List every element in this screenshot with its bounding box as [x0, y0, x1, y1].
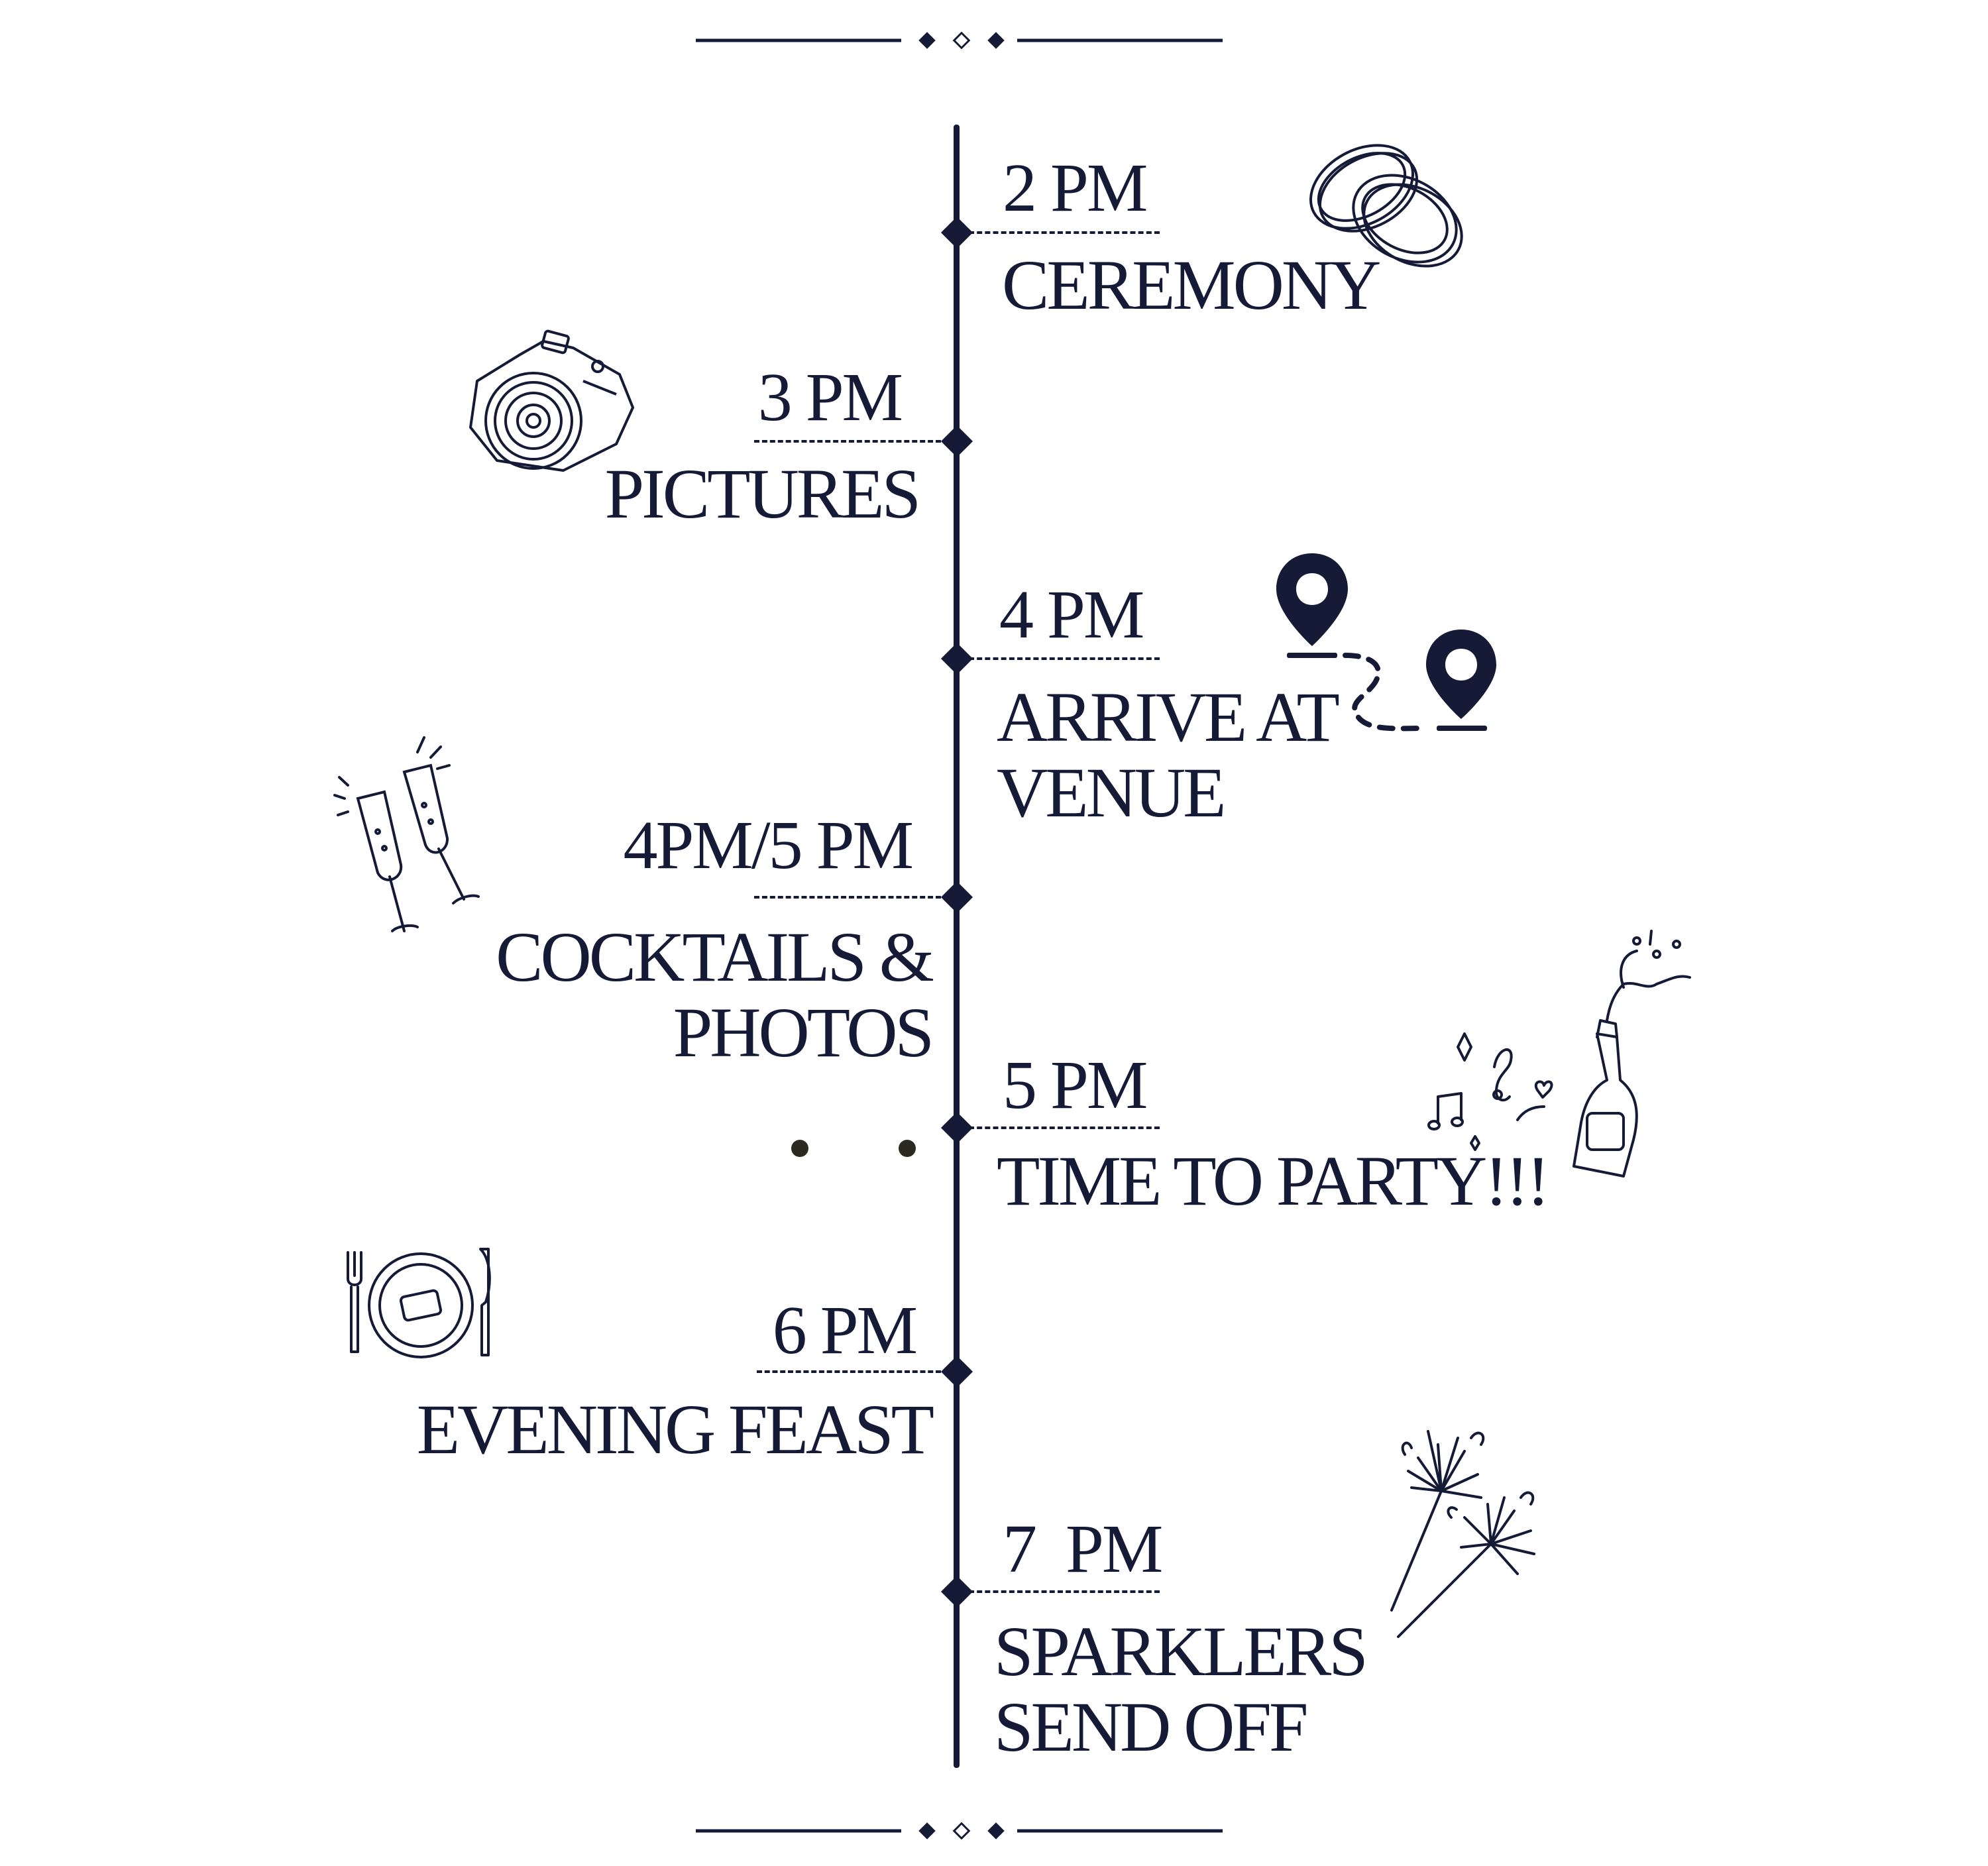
plate-cutlery-icon [347, 1248, 491, 1358]
timeline-node [940, 642, 973, 675]
event-label: CEREMONY [1002, 247, 1381, 325]
champagne-glasses-icon [333, 736, 480, 932]
camera-icon [469, 329, 634, 472]
event-connector [754, 896, 941, 899]
event-label: PICTURES [604, 455, 921, 533]
event-connector [969, 231, 1160, 234]
event-label: ARRIVE AT VENUE [997, 679, 1340, 832]
timeline-node [940, 881, 973, 914]
event-label: EVENING FEAST [416, 1391, 934, 1469]
event-time: 2 PM [1003, 150, 1148, 226]
event-time: 6 PM [772, 1292, 918, 1368]
event-connector [754, 440, 941, 443]
event-connector [969, 1590, 1160, 1593]
timeline-node [940, 1355, 973, 1388]
location-pins-icon [1276, 553, 1496, 732]
event-connector [969, 1126, 1160, 1129]
event-label: SPARKLERS SEND OFF [994, 1613, 1368, 1767]
champagne-bottle-music-icon [1427, 930, 1691, 1178]
timeline-node [940, 216, 973, 249]
bottom-divider-ornament-icon [696, 1822, 1223, 1840]
event-connector [969, 657, 1160, 660]
top-divider-ornament-icon [696, 31, 1223, 50]
timeline-node [940, 1575, 973, 1608]
event-time: 3 PM [757, 359, 903, 435]
sparklers-icon [1390, 1430, 1535, 1638]
timeline-axis [954, 125, 960, 1768]
decorative-dot [791, 1140, 808, 1157]
event-label: TIME TO PARTY!!! [997, 1142, 1550, 1221]
event-time: 4 PM [999, 576, 1144, 653]
timeline-node [940, 1111, 973, 1144]
event-time: 4PM/5 PM [623, 807, 914, 883]
rings-icon [1309, 144, 1463, 268]
event-time: 5 PM [1003, 1047, 1148, 1123]
timeline-node [940, 425, 973, 458]
event-time: 7 PM [1003, 1511, 1163, 1587]
decorative-dot [899, 1140, 916, 1157]
event-connector [757, 1370, 941, 1373]
event-label: COCKTAILS & PHOTOS [496, 918, 934, 1072]
